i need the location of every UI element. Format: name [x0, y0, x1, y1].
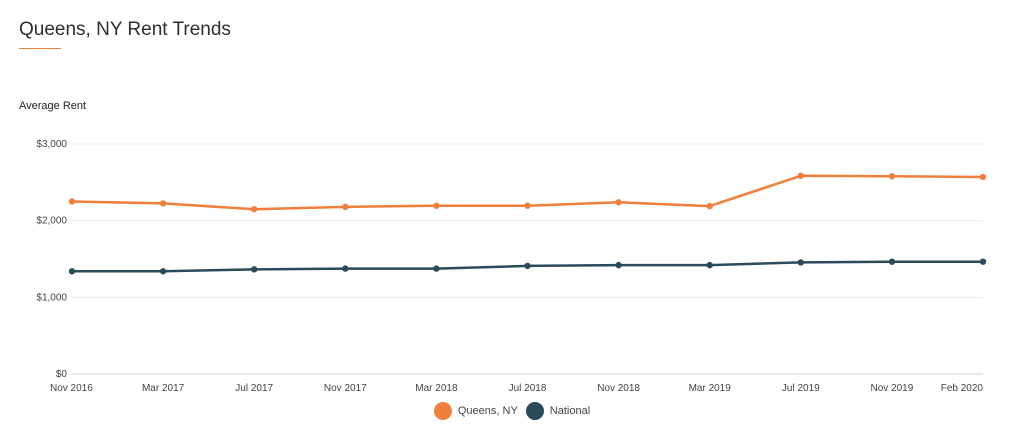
x-tick-label: Mar 2019 [689, 383, 732, 394]
data-point[interactable] [979, 258, 987, 265]
data-point[interactable] [433, 265, 440, 272]
data-point[interactable] [159, 268, 167, 275]
data-point[interactable] [433, 202, 440, 209]
data-point[interactable] [342, 265, 349, 272]
data-point[interactable] [68, 198, 76, 205]
y-tick-label: $1,000 [36, 292, 67, 303]
x-tick-label: Nov 2016 [50, 383, 93, 394]
data-point[interactable] [68, 268, 76, 275]
x-tick-labels: Nov 2016 Mar 2017 Jul 2017 Nov 2017 Mar 2018… [50, 383, 983, 394]
data-point[interactable] [797, 259, 804, 266]
x-tick-label: Mar 2018 [415, 383, 458, 394]
legend: Queens, NY National [0, 402, 1024, 420]
y-tick-label: $0 [56, 369, 68, 380]
series-points [68, 172, 987, 275]
series-lines [71, 174, 984, 273]
gridlines [72, 143, 983, 375]
y-tick-label: $3,000 [36, 139, 67, 150]
x-tick-label: Nov 2018 [597, 383, 640, 394]
data-point[interactable] [615, 261, 622, 269]
data-point[interactable] [797, 172, 804, 180]
legend-item-queens[interactable]: Queens, NY [433, 402, 518, 420]
x-tick-label: Nov 2017 [324, 383, 367, 394]
x-tick-label: Jul 2017 [235, 383, 273, 394]
title-underline [19, 48, 61, 49]
page-title: Queens, NY Rent Trends [19, 19, 231, 40]
y-tick-labels: $0 $1,000 $2,000 $3,000 [36, 139, 67, 380]
data-point[interactable] [251, 266, 258, 273]
x-tick-label: Jul 2019 [782, 383, 820, 394]
data-point[interactable] [706, 261, 713, 269]
legend-swatch-national [525, 402, 544, 420]
legend-item-national[interactable]: National [525, 402, 591, 420]
legend-label-queens: Queens, NY [457, 405, 518, 417]
data-point[interactable] [342, 203, 349, 211]
x-tick-label: Mar 2017 [142, 383, 185, 394]
data-point[interactable] [888, 173, 896, 180]
x-tick-label: Jul 2018 [509, 383, 547, 394]
y-axis-label: Average Rent [19, 100, 87, 112]
data-point[interactable] [524, 262, 531, 270]
y-tick-label: $2,000 [36, 216, 67, 227]
data-point[interactable] [251, 205, 258, 213]
data-point[interactable] [615, 199, 622, 206]
data-point[interactable] [979, 173, 987, 181]
data-point[interactable] [159, 200, 167, 207]
data-point[interactable] [524, 202, 531, 209]
data-point[interactable] [706, 202, 713, 210]
legend-swatch-queens [433, 402, 452, 420]
x-tick-label: Feb 2020 [941, 383, 984, 394]
data-point[interactable] [888, 258, 896, 265]
legend-label-national: National [549, 405, 591, 417]
x-tick-label: Nov 2019 [870, 383, 913, 394]
